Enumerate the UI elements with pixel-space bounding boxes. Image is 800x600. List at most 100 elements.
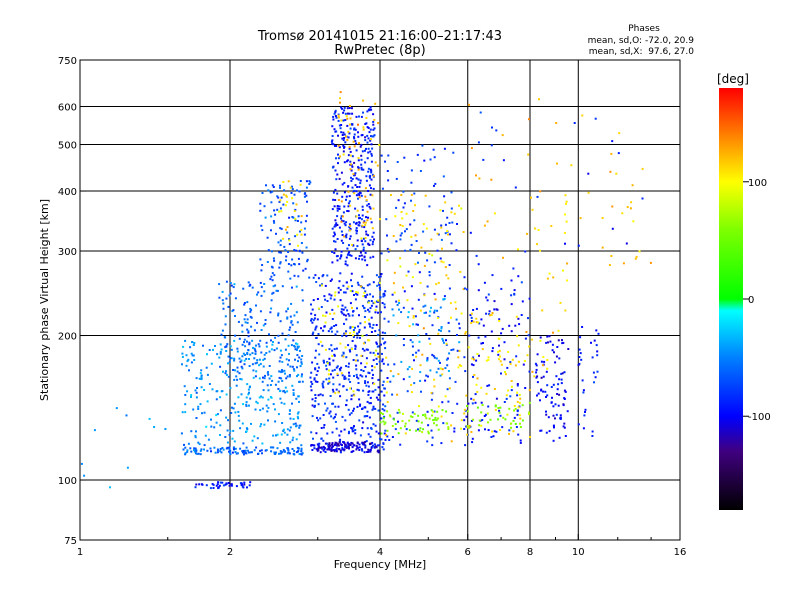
data-point <box>499 406 502 409</box>
data-point <box>341 444 343 447</box>
data-point <box>347 205 350 208</box>
data-point <box>587 172 590 175</box>
data-point <box>228 433 231 436</box>
data-point <box>536 381 539 384</box>
data-point <box>340 220 343 223</box>
data-point <box>287 334 290 337</box>
data-point <box>346 124 349 127</box>
data-point <box>410 391 413 394</box>
data-point <box>290 302 293 305</box>
data-point <box>345 236 348 239</box>
data-point <box>270 339 272 342</box>
data-point <box>364 123 367 125</box>
data-point <box>365 348 368 351</box>
data-point <box>491 347 494 350</box>
data-point <box>288 352 290 355</box>
data-point <box>268 350 271 353</box>
data-point <box>287 344 290 347</box>
data-point <box>300 233 303 236</box>
data-point <box>383 294 386 297</box>
data-point <box>363 255 366 258</box>
data-point <box>455 318 458 321</box>
data-point <box>344 346 347 349</box>
data-point <box>437 332 440 335</box>
data-point <box>314 400 317 403</box>
data-point <box>359 179 362 182</box>
data-point <box>353 137 356 140</box>
data-point <box>285 255 288 258</box>
data-point <box>379 296 382 299</box>
data-point <box>498 337 501 340</box>
data-point <box>217 481 220 484</box>
data-point <box>214 345 216 347</box>
data-point <box>340 131 343 134</box>
data-point <box>241 330 244 333</box>
data-point <box>288 452 291 455</box>
data-point <box>317 333 320 335</box>
data-point <box>477 289 480 292</box>
data-point <box>288 359 290 362</box>
data-point <box>437 281 440 284</box>
data-point <box>361 304 364 307</box>
data-point <box>424 194 427 197</box>
data-point <box>515 355 518 358</box>
data-point <box>288 413 291 415</box>
data-point <box>322 380 325 383</box>
data-point <box>260 286 263 289</box>
data-point <box>243 452 245 455</box>
data-point <box>556 388 559 391</box>
data-point <box>359 403 362 406</box>
data-point <box>288 429 291 432</box>
data-point <box>364 240 367 243</box>
data-point <box>458 364 461 367</box>
data-point <box>332 417 335 420</box>
data-point <box>458 341 461 344</box>
data-point <box>235 375 238 378</box>
data-point <box>399 265 402 268</box>
data-point <box>372 405 375 408</box>
data-point <box>313 444 316 447</box>
data-point <box>228 294 231 297</box>
data-point <box>593 381 595 384</box>
data-point <box>431 353 434 356</box>
data-point <box>518 414 521 417</box>
data-point <box>340 215 343 218</box>
data-point <box>336 224 339 226</box>
data-point <box>236 347 239 350</box>
data-point <box>364 187 367 190</box>
data-point <box>372 281 375 284</box>
data-point <box>351 290 354 293</box>
data-point <box>344 445 347 448</box>
data-point <box>591 356 594 359</box>
data-point <box>217 486 220 489</box>
data-point <box>247 330 250 333</box>
data-point <box>296 348 298 351</box>
data-point <box>410 285 413 288</box>
data-point <box>281 370 284 373</box>
data-point <box>246 486 248 489</box>
data-point <box>326 274 329 277</box>
data-point <box>368 131 371 134</box>
data-point <box>230 357 233 360</box>
data-point <box>248 343 251 346</box>
data-point <box>260 351 263 354</box>
data-point <box>284 386 287 389</box>
data-point <box>334 145 336 147</box>
data-point <box>350 394 353 397</box>
data-point <box>349 387 352 390</box>
data-point <box>259 409 262 412</box>
data-point <box>434 416 437 419</box>
data-point <box>495 397 498 400</box>
data-point <box>350 426 353 429</box>
data-point <box>517 344 520 347</box>
data-point <box>333 298 336 301</box>
data-point <box>227 375 230 378</box>
data-point <box>340 366 343 369</box>
data-point <box>255 400 258 403</box>
data-point <box>379 218 381 221</box>
data-point <box>508 429 511 432</box>
colorbar <box>719 88 743 510</box>
data-point <box>263 205 266 208</box>
data-point <box>406 390 409 393</box>
